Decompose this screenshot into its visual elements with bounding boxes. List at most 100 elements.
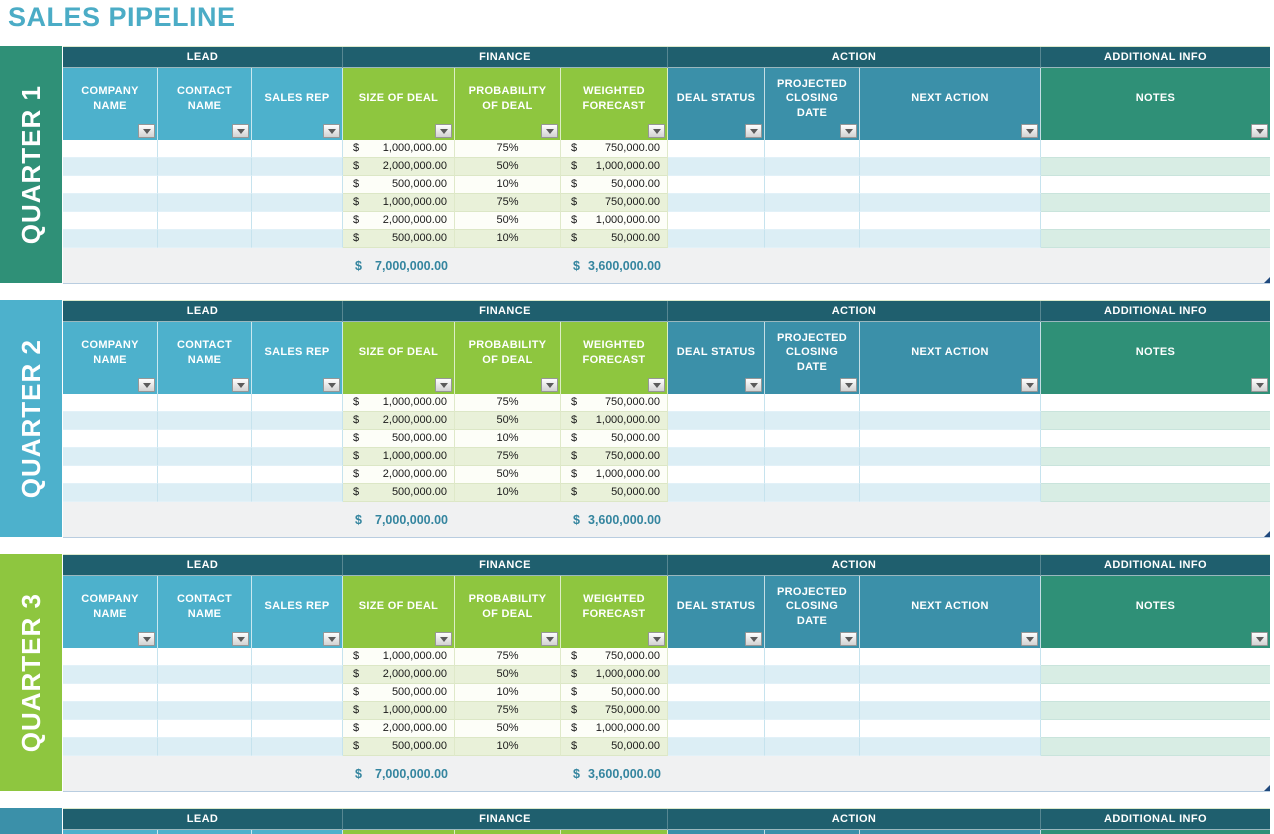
column-header-sales-rep[interactable]: SALES REP [252,576,343,648]
cell-company-name[interactable] [63,720,158,738]
filter-dropdown-icon[interactable] [648,378,665,392]
total-size-of-deal[interactable]: $ 7,000,000.00 [343,502,455,537]
cell-probability-of-deal[interactable]: 10% [455,176,561,194]
cell-weighted-forecast[interactable]: $ 1,000,000.00 [561,158,668,176]
cell-projected-closing-date[interactable] [765,212,860,230]
cell-projected-closing-date[interactable] [765,230,860,248]
filter-dropdown-icon[interactable] [1251,124,1268,138]
cell-deal-status[interactable] [668,648,765,666]
cell-size-of-deal[interactable]: $ 500,000.00 [343,738,455,756]
cell-probability-of-deal[interactable]: 75% [455,194,561,212]
cell-size-of-deal[interactable]: $ 1,000,000.00 [343,448,455,466]
cell-notes[interactable] [1041,738,1270,756]
filter-dropdown-icon[interactable] [1251,632,1268,646]
cell-projected-closing-date[interactable] [765,684,860,702]
filter-dropdown-icon[interactable] [138,632,155,646]
cell-deal-status[interactable] [668,412,765,430]
cell-size-of-deal[interactable]: $ 500,000.00 [343,684,455,702]
cell-projected-closing-date[interactable] [765,648,860,666]
cell-notes[interactable] [1041,702,1270,720]
cell-contact-name[interactable] [158,448,252,466]
cell-weighted-forecast[interactable]: $ 750,000.00 [561,648,668,666]
cell-notes[interactable] [1041,230,1270,248]
cell-next-action[interactable] [860,466,1041,484]
cell-deal-status[interactable] [668,194,765,212]
cell-probability-of-deal[interactable]: 50% [455,466,561,484]
filter-dropdown-icon[interactable] [1251,378,1268,392]
cell-next-action[interactable] [860,666,1041,684]
cell-next-action[interactable] [860,720,1041,738]
cell-sales-rep[interactable] [252,230,343,248]
cell-contact-name[interactable] [158,212,252,230]
column-header-weighted-forecast[interactable]: WEIGHTED FORECAST [561,830,668,834]
cell-next-action[interactable] [860,212,1041,230]
cell-weighted-forecast[interactable]: $ 750,000.00 [561,194,668,212]
cell-contact-name[interactable] [158,140,252,158]
filter-dropdown-icon[interactable] [840,632,857,646]
cell-weighted-forecast[interactable]: $ 750,000.00 [561,702,668,720]
filter-dropdown-icon[interactable] [1021,124,1038,138]
column-header-company-name[interactable]: COMPANY NAME [63,68,158,140]
cell-contact-name[interactable] [158,158,252,176]
cell-company-name[interactable] [63,176,158,194]
cell-size-of-deal[interactable]: $ 1,000,000.00 [343,194,455,212]
column-header-company-name[interactable]: COMPANY NAME [63,322,158,394]
cell-notes[interactable] [1041,466,1270,484]
cell-notes[interactable] [1041,448,1270,466]
cell-sales-rep[interactable] [252,394,343,412]
cell-company-name[interactable] [63,738,158,756]
column-header-next-action[interactable]: NEXT ACTION [860,322,1041,394]
cell-size-of-deal[interactable]: $ 2,000,000.00 [343,158,455,176]
cell-sales-rep[interactable] [252,140,343,158]
filter-dropdown-icon[interactable] [745,632,762,646]
column-header-probability-of-deal[interactable]: PROBABILITY OF DEAL [455,68,561,140]
column-header-probability-of-deal[interactable]: PROBABILITY OF DEAL [455,576,561,648]
cell-contact-name[interactable] [158,412,252,430]
filter-dropdown-icon[interactable] [1021,632,1038,646]
cell-weighted-forecast[interactable]: $ 50,000.00 [561,430,668,448]
cell-company-name[interactable] [63,212,158,230]
column-header-notes[interactable]: NOTES [1041,830,1270,834]
cell-sales-rep[interactable] [252,666,343,684]
cell-probability-of-deal[interactable]: 50% [455,158,561,176]
cell-sales-rep[interactable] [252,412,343,430]
column-header-projected-closing-date[interactable]: PROJECTED CLOSING DATE [765,68,860,140]
cell-weighted-forecast[interactable]: $ 1,000,000.00 [561,666,668,684]
filter-dropdown-icon[interactable] [323,124,340,138]
cell-projected-closing-date[interactable] [765,484,860,502]
cell-company-name[interactable] [63,394,158,412]
cell-projected-closing-date[interactable] [765,702,860,720]
total-weighted-forecast[interactable]: $ 3,600,000.00 [561,248,668,283]
cell-probability-of-deal[interactable]: 10% [455,684,561,702]
filter-dropdown-icon[interactable] [232,632,249,646]
cell-weighted-forecast[interactable]: $ 1,000,000.00 [561,212,668,230]
cell-notes[interactable] [1041,430,1270,448]
column-header-weighted-forecast[interactable]: WEIGHTED FORECAST [561,68,668,140]
cell-projected-closing-date[interactable] [765,158,860,176]
filter-dropdown-icon[interactable] [138,124,155,138]
column-header-projected-closing-date[interactable]: PROJECTED CLOSING DATE [765,322,860,394]
filter-dropdown-icon[interactable] [232,378,249,392]
cell-deal-status[interactable] [668,466,765,484]
column-header-company-name[interactable]: COMPANY NAME [63,576,158,648]
cell-next-action[interactable] [860,140,1041,158]
cell-contact-name[interactable] [158,702,252,720]
cell-deal-status[interactable] [668,702,765,720]
cell-size-of-deal[interactable]: $ 2,000,000.00 [343,720,455,738]
cell-weighted-forecast[interactable]: $ 50,000.00 [561,684,668,702]
cell-notes[interactable] [1041,176,1270,194]
cell-company-name[interactable] [63,648,158,666]
filter-dropdown-icon[interactable] [541,632,558,646]
cell-next-action[interactable] [860,194,1041,212]
cell-company-name[interactable] [63,448,158,466]
total-weighted-forecast[interactable]: $ 3,600,000.00 [561,756,668,791]
cell-projected-closing-date[interactable] [765,412,860,430]
cell-sales-rep[interactable] [252,648,343,666]
cell-notes[interactable] [1041,412,1270,430]
cell-projected-closing-date[interactable] [765,430,860,448]
cell-notes[interactable] [1041,194,1270,212]
cell-contact-name[interactable] [158,684,252,702]
cell-size-of-deal[interactable]: $ 500,000.00 [343,230,455,248]
cell-weighted-forecast[interactable]: $ 750,000.00 [561,140,668,158]
cell-contact-name[interactable] [158,738,252,756]
